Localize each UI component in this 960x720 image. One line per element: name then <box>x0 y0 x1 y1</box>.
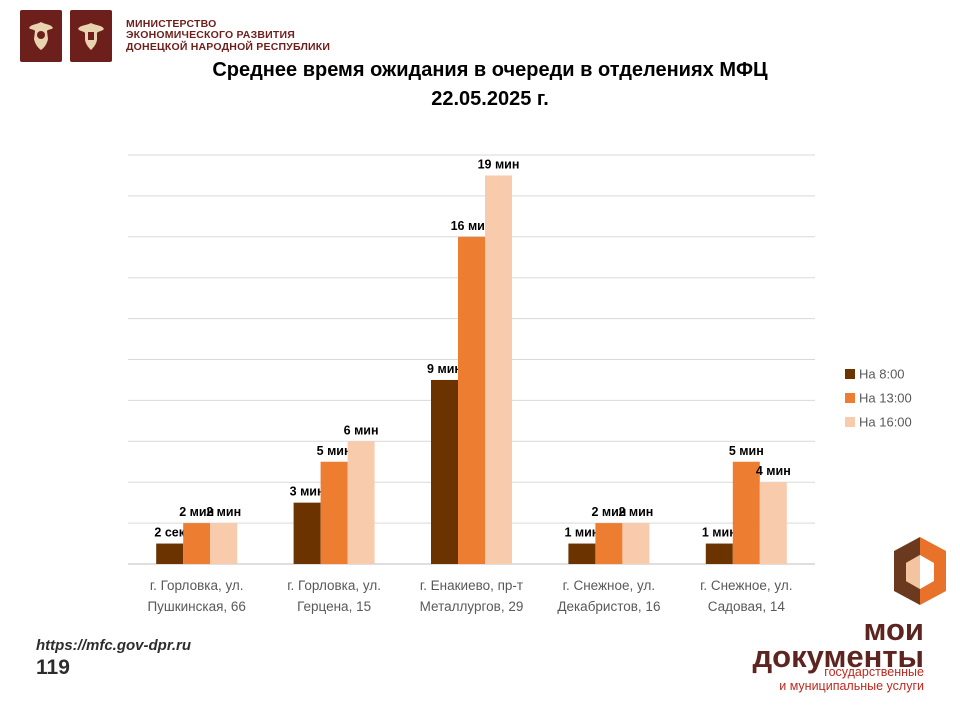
brand-name: мои документы <box>724 612 924 674</box>
website-link[interactable]: https://mfc.gov-dpr.ru <box>36 637 191 654</box>
ministry-line-1: МИНИСТЕРСТВО <box>126 17 217 30</box>
bar-3-4 <box>622 523 650 564</box>
category-label: Пушкинская, 66 <box>147 599 245 614</box>
bar-2-2 <box>320 461 348 564</box>
legend-label: На 13:00 <box>859 391 912 406</box>
data-label: 3 мин <box>290 485 325 499</box>
bar-3-3 <box>485 175 512 564</box>
brand-tagline-2: и муниципальные услуги <box>779 679 924 693</box>
data-label: 1 мин <box>564 526 599 540</box>
chart-title-block: Среднее время ожидания в очереди в отдел… <box>0 56 960 114</box>
category-label: Садовая, 14 <box>708 599 786 614</box>
data-label: 1 мин <box>702 526 737 540</box>
bar-3-2 <box>347 441 375 564</box>
category-label: Декабристов, 16 <box>557 599 660 614</box>
brand-line-2: документы <box>752 639 924 674</box>
brand-tagline: государственные и муниципальные услуги <box>724 665 924 693</box>
brand-tagline-1: государственные <box>824 665 924 679</box>
bar-3-5 <box>759 482 787 564</box>
data-label: 2 мин <box>591 505 626 519</box>
dpr-emblem-icon <box>70 10 112 62</box>
category-label: г. Енакиево, пр-т <box>420 578 523 593</box>
data-label: 19 мин <box>478 157 520 171</box>
bar-2-5 <box>732 461 760 564</box>
bar-1-4 <box>568 543 596 564</box>
brand-line-1: мои <box>863 612 924 647</box>
category-label: Герцена, 15 <box>297 599 371 614</box>
bar-1-5 <box>705 543 733 564</box>
category-label: г. Горловка, ул. <box>287 578 381 593</box>
legend-swatch <box>845 417 855 427</box>
data-label: 2 мин <box>206 505 241 519</box>
data-label: 5 мин <box>729 444 764 458</box>
legend-label: На 8:00 <box>859 367 905 382</box>
header: МИНИСТЕРСТВО ЭКОНОМИЧЕСКОГО РАЗВИТИЯ ДОН… <box>20 10 330 62</box>
bar-1-1 <box>156 543 184 564</box>
legend-label: На 16:00 <box>859 415 912 430</box>
data-label: 9 мин <box>427 362 462 376</box>
ministry-name: МИНИСТЕРСТВО ЭКОНОМИЧЕСКОГО РАЗВИТИЯ ДОН… <box>126 17 331 54</box>
ministry-line-3: ДОНЕЦКОЙ НАРОДНОЙ РЕСПУБЛИКИ <box>126 40 331 53</box>
data-label: 2 мин <box>618 505 653 519</box>
bar-2-3 <box>458 236 485 565</box>
legend-swatch <box>845 369 855 379</box>
ministry-line-2: ЭКОНОМИЧЕСКОГО РАЗВИТИЯ <box>126 29 296 42</box>
bar-3-1 <box>210 523 238 564</box>
bar-2-4 <box>595 523 623 564</box>
category-label: г. Снежное, ул. <box>700 578 792 593</box>
bar-1-2 <box>293 502 321 564</box>
legend-swatch <box>845 393 855 403</box>
data-label: 2 сек <box>154 526 185 540</box>
chart-subtitle: 22.05.2025 г. <box>431 88 549 110</box>
data-label: 6 мин <box>344 423 379 437</box>
coat-of-arms-icon <box>20 10 62 62</box>
data-label: 5 мин <box>317 444 352 458</box>
bar-1-3 <box>431 379 458 564</box>
data-label: 4 мин <box>756 464 791 478</box>
page-number: 119 <box>36 656 70 679</box>
moi-dokumenty-logo-icon <box>894 537 946 605</box>
chart-title: Среднее время ожидания в очереди в отдел… <box>212 59 768 81</box>
data-label: 2 мин <box>179 505 214 519</box>
category-label: г. Горловка, ул. <box>150 578 244 593</box>
category-label: г. Снежное, ул. <box>563 578 655 593</box>
bar-2-1 <box>183 523 211 564</box>
data-label: 16 мин <box>451 219 493 233</box>
category-label: Металлургов, 29 <box>420 599 524 614</box>
